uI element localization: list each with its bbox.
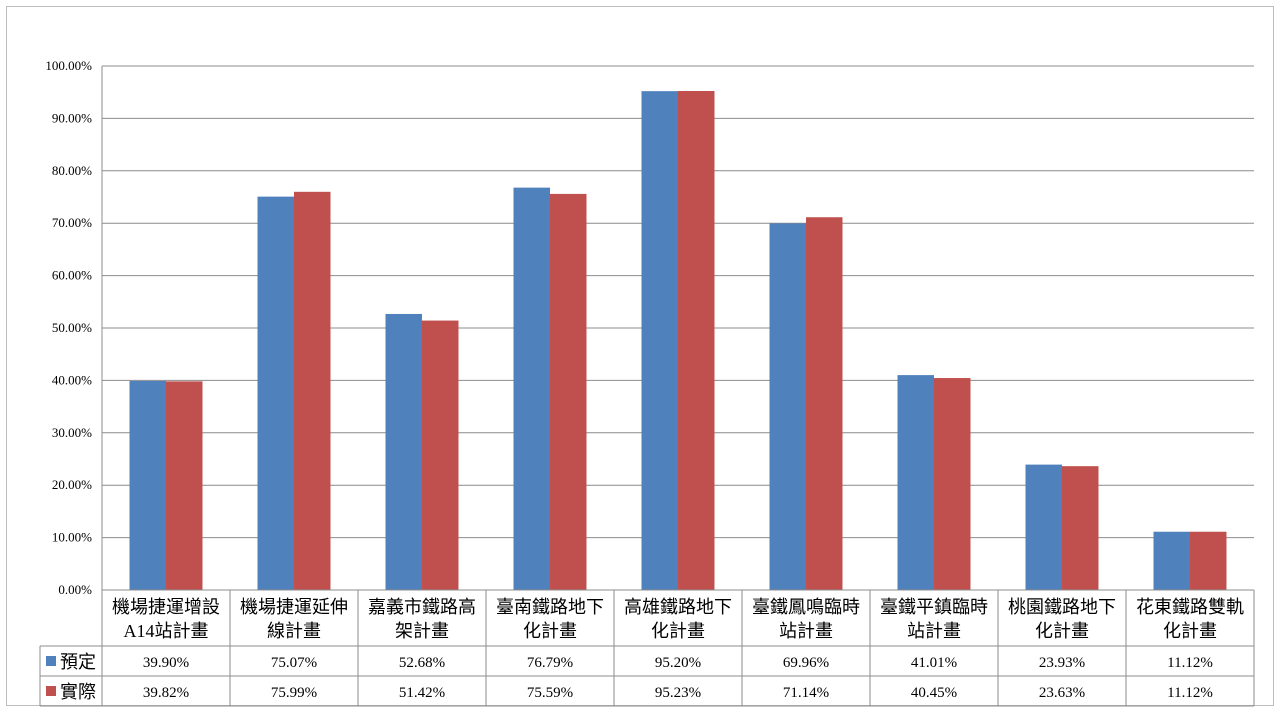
data-label: 71.14% — [783, 685, 829, 701]
category-label: 站計畫 — [779, 621, 833, 641]
bar-planned — [1025, 464, 1062, 590]
category-label: 臺南鐵路地下 — [496, 597, 604, 617]
data-label: 11.12% — [1167, 685, 1213, 701]
bar-actual — [550, 193, 587, 591]
category-label: 機場捷運增設 — [112, 597, 220, 617]
data-label: 51.42% — [399, 685, 445, 701]
category-label: 機場捷運延伸 — [240, 597, 348, 617]
bar-planned — [257, 196, 294, 591]
category-label: 嘉義市鐵路高 — [368, 597, 476, 617]
y-tick-label: 10.00% — [52, 530, 92, 545]
legend-label: 實際 — [60, 682, 96, 702]
category-label: 化計畫 — [1163, 621, 1217, 641]
category-label: 臺鐵鳳鳴臨時 — [752, 597, 860, 617]
bar-actual — [806, 217, 843, 591]
y-tick-label: 100.00% — [45, 58, 92, 73]
y-tick-label: 70.00% — [52, 215, 92, 230]
data-label: 76.79% — [527, 655, 573, 671]
data-label: 39.82% — [143, 685, 189, 701]
bar-actual — [166, 381, 203, 590]
y-tick-label: 20.00% — [52, 477, 92, 492]
category-label: 架計畫 — [395, 621, 449, 641]
data-label: 23.93% — [1039, 655, 1085, 671]
category-label: 化計畫 — [523, 621, 577, 641]
bar-planned — [513, 187, 550, 590]
data-label: 40.45% — [911, 685, 957, 701]
y-tick-label: 40.00% — [52, 372, 92, 387]
bar-planned — [769, 223, 806, 590]
category-label: 高雄鐵路地下 — [624, 597, 732, 617]
category-label: 花東鐵路雙軌 — [1136, 597, 1244, 617]
y-tick-label: 90.00% — [52, 110, 92, 125]
category-label: 站計畫 — [907, 621, 961, 641]
category-label: 化計畫 — [651, 621, 705, 641]
bar-planned — [641, 91, 678, 590]
data-label: 75.07% — [271, 655, 317, 671]
y-tick-label: 0.00% — [58, 582, 92, 597]
data-label: 75.59% — [527, 685, 573, 701]
category-label: 臺鐵平鎮臨時 — [880, 597, 988, 617]
data-label: 95.23% — [655, 685, 701, 701]
y-tick-label: 50.00% — [52, 320, 92, 335]
bar-planned — [385, 313, 422, 590]
category-label: 桃園鐵路地下 — [1008, 597, 1116, 617]
data-label: 23.63% — [1039, 685, 1085, 701]
data-label: 39.90% — [143, 655, 189, 671]
legend-key — [46, 686, 56, 696]
data-label: 52.68% — [399, 655, 445, 671]
bar-planned — [897, 375, 934, 590]
data-label: 69.96% — [783, 655, 829, 671]
bar-actual — [294, 191, 331, 591]
data-label: 95.20% — [655, 655, 701, 671]
bar-actual — [934, 378, 971, 590]
bar-planned — [1153, 531, 1190, 590]
data-label: 11.12% — [1167, 655, 1213, 671]
bar-planned — [129, 380, 166, 590]
bar-actual — [1062, 466, 1099, 590]
legend-label: 預定 — [60, 652, 96, 672]
y-tick-label: 30.00% — [52, 425, 92, 440]
bar-actual — [678, 90, 715, 590]
y-tick-label: 60.00% — [52, 268, 92, 283]
bar-actual — [1190, 531, 1227, 590]
legend-key — [46, 656, 56, 666]
data-label: 41.01% — [911, 655, 957, 671]
data-label: 75.99% — [271, 685, 317, 701]
category-label: 化計畫 — [1035, 621, 1089, 641]
y-tick-label: 80.00% — [52, 163, 92, 178]
category-label: 線計畫 — [267, 621, 321, 641]
category-label: A14站計畫 — [124, 621, 209, 641]
bar-actual — [422, 320, 459, 590]
